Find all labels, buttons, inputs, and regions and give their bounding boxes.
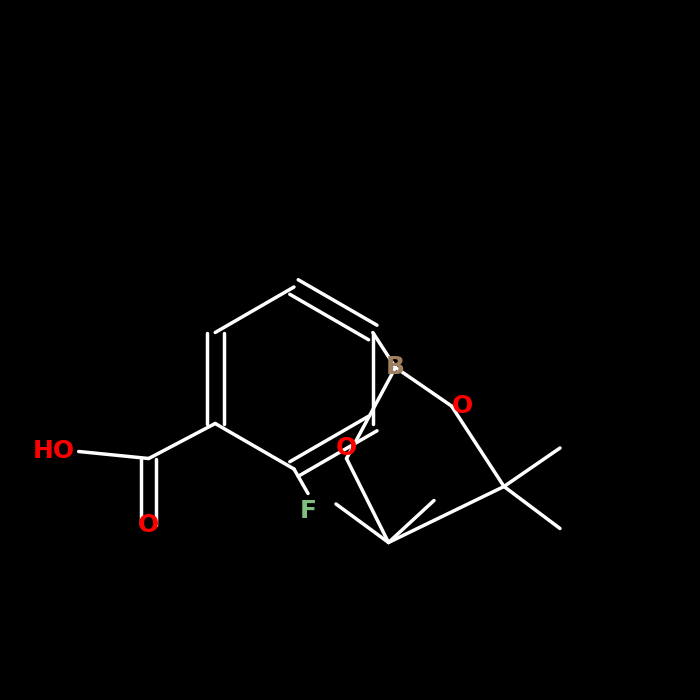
Text: O: O — [138, 513, 160, 537]
Text: HO: HO — [33, 440, 75, 463]
Text: F: F — [300, 499, 316, 523]
Text: B: B — [386, 356, 405, 379]
Text: O: O — [336, 436, 357, 460]
Text: O: O — [452, 394, 472, 418]
